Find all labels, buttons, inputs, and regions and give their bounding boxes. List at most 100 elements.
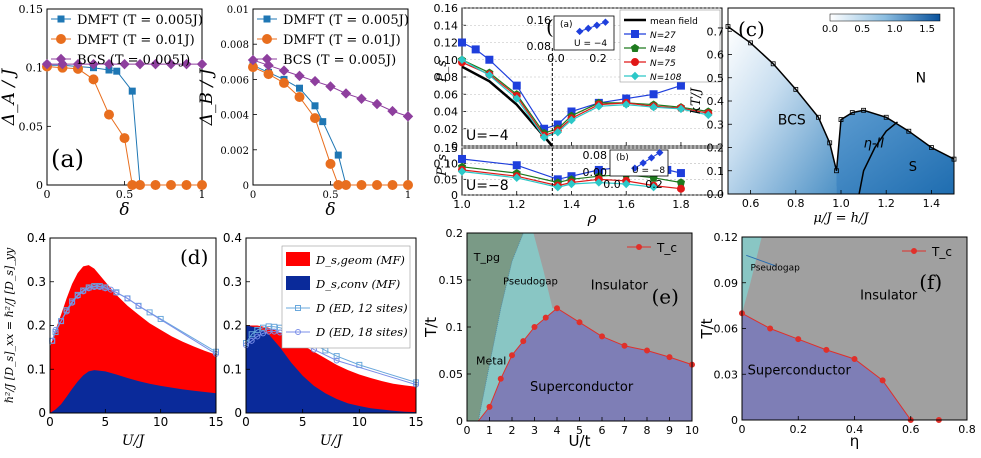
panel-b-lower-marker <box>457 167 467 176</box>
panel-d2-ytick-label: 0 <box>234 406 242 420</box>
panel-b-legend: mean field N=27 N=48 N=75 N=108 <box>619 9 721 83</box>
panel-a2-series-marker <box>279 77 289 88</box>
panel-d-ed12-marker <box>146 309 153 316</box>
panel-a2-ytick-label: 0.008 <box>220 40 249 51</box>
panel-f-legend-marker <box>911 248 917 254</box>
panel-b-xlabel: ρ <box>587 209 597 227</box>
panel-b-upper-marker <box>553 127 562 137</box>
panel-b-lower-marker <box>553 182 562 192</box>
panel-d2-xlabel: U/J <box>320 433 344 449</box>
panel-b-lower-xtick-label: 1.8 <box>672 198 690 211</box>
legend-marker <box>262 34 272 44</box>
panel-c-panel-label: (c) <box>738 17 765 41</box>
panel-c-boundary-marker <box>793 86 799 92</box>
panel-c-colorbar-tick: 1.0 <box>887 24 903 35</box>
panel-c-boundary-marker <box>748 40 753 46</box>
panel-f-tc-line <box>741 312 939 421</box>
panel-a2-series-marker <box>294 92 305 102</box>
panel-b-lower-marker <box>594 178 604 187</box>
panel-d-ed18-marker <box>124 295 131 302</box>
panel-c-region-N: N <box>916 70 926 86</box>
panel-d-xlabel: U/J <box>122 433 146 449</box>
panel-e-xtick-label: 7 <box>621 424 628 437</box>
panel-d2-ed18-marker <box>254 333 261 340</box>
panel-e-xtick-label: 9 <box>666 424 673 437</box>
panel-c-region-S: S <box>909 160 917 175</box>
panel-d: 0 5 10 15 0 0.1 0.2 0.3 0.4 U/J (d) ℏ²/J [D_s]_xx =… <box>3 231 224 449</box>
panel-d-ytick-label: 0.1 <box>27 362 46 376</box>
panel-b-upper-ytick-label: 0.08 <box>434 71 459 84</box>
panel-c-xtick-label: 1.2 <box>877 197 895 210</box>
panel-d2-xtick-label: 10 <box>352 415 367 429</box>
panel-a2-series-marker <box>247 54 259 66</box>
panel-a2-series-marker <box>296 84 303 92</box>
panel-d-ed18-marker <box>52 326 59 333</box>
panel-c-boundary-marker <box>838 117 844 122</box>
panel-b-upper-marker <box>471 45 480 54</box>
panel-e-tc-marker <box>509 352 515 359</box>
panel-c-region-eta: η-II <box>864 137 885 152</box>
panel-a2-series-marker <box>356 180 367 190</box>
panel-c-xlabel: μ/J = h/J <box>813 211 869 226</box>
panel-a-series-marker <box>128 87 136 95</box>
panel-e-tc-marker <box>486 403 493 410</box>
legend-label: D (ED, 12 sites) <box>315 301 408 315</box>
panel-a-xtick-label: 0 <box>44 188 51 201</box>
panel-f-xtick-label: 0.6 <box>902 423 920 436</box>
panel-e-ylabel: T/t <box>422 317 440 338</box>
panel-d-ylabel: ℏ²/J [D_s]_xx = ℏ²/J [D_s]_yy <box>3 247 16 403</box>
panel-a-series-marker <box>41 58 53 70</box>
panel-f-tc-marker <box>795 336 802 343</box>
panel-a2-ytick-label: 0.006 <box>220 75 249 86</box>
legend-marker <box>630 71 640 81</box>
panel-b-upper-marker <box>512 81 521 90</box>
panel-b-inset-a-marker <box>593 21 601 29</box>
panel-b-inset-b-line <box>634 152 660 169</box>
panel-a2-series-marker <box>263 69 274 80</box>
panel-d2-ed18-marker <box>333 357 340 364</box>
panel-b-inset-b-ytick: 0.00 <box>583 166 608 179</box>
panel-f-ylabel: T/t <box>698 318 716 339</box>
legend-label: N=108 <box>650 73 682 83</box>
panel-b-lower-marker <box>458 154 466 163</box>
panel-d-ed18-marker <box>102 285 109 292</box>
legend-label: BCS (T = 0.005J) <box>283 53 396 68</box>
panel-b-inset-b-marker <box>647 154 656 162</box>
panel-e-tc-marker <box>497 375 504 382</box>
panel-e-xtick-label: 6 <box>599 424 606 437</box>
panel-a2-series-marker <box>403 180 413 190</box>
panel-b-upper-marker <box>485 71 494 80</box>
panel-b-lower-xtick-label: 1.0 <box>453 198 471 211</box>
panel-d-ytick-label: 0.4 <box>27 231 46 245</box>
panel-c-boundary-marker <box>883 114 889 120</box>
panel-d-ed18-marker <box>58 318 65 325</box>
panel-b-upper-ytick-label: 0.02 <box>434 123 459 136</box>
panel-a-series-marker <box>197 180 207 190</box>
panel-e-xtick-label: 0 <box>464 424 471 437</box>
panel-a2-series-marker <box>334 151 342 159</box>
panel-d-ed18-marker <box>69 299 76 306</box>
panel-e: 0 1 2 3 4 5 6 7 8 9 10 0 0.05 0.1 0.15 0.2 T_c T_pg Metal P… <box>422 227 699 450</box>
panel-a-label: (a) <box>51 145 84 173</box>
legend-marker <box>631 30 639 38</box>
panel-f-ytick-label: 0.12 <box>714 231 739 244</box>
panel-a2-series-marker <box>278 65 290 76</box>
panel-c-ytick-label: 0.5 <box>707 72 725 85</box>
panel-a-series-marker <box>104 109 114 120</box>
panel-c-boundary-marker <box>834 168 839 174</box>
panel-b-upper-marker <box>457 55 467 64</box>
panel-a-ytick-label: 0.15 <box>19 3 44 16</box>
panel-c-ytick-label: 0.3 <box>707 118 725 131</box>
panel-e-xtick-label: 2 <box>509 424 516 437</box>
panel-a-xlabel: δ <box>119 200 129 220</box>
panel-f-xtick-label: 0 <box>739 423 746 436</box>
legend-marker <box>56 34 66 44</box>
panel-b-lower-marker <box>676 184 685 193</box>
panel-a2-ytick-label: 0.002 <box>220 146 249 157</box>
panel-b-inset-b-xtick: 0.2 <box>645 178 663 191</box>
panel-b-lower-marker <box>567 179 576 189</box>
legend-label: DMFT (T = 0.005J) <box>283 13 409 28</box>
legend-label: D_s,geom (MF) <box>315 253 405 267</box>
panel-b-inset-a-line <box>579 21 606 32</box>
panel-b-upper-ytick-label: 0.04 <box>434 106 459 119</box>
